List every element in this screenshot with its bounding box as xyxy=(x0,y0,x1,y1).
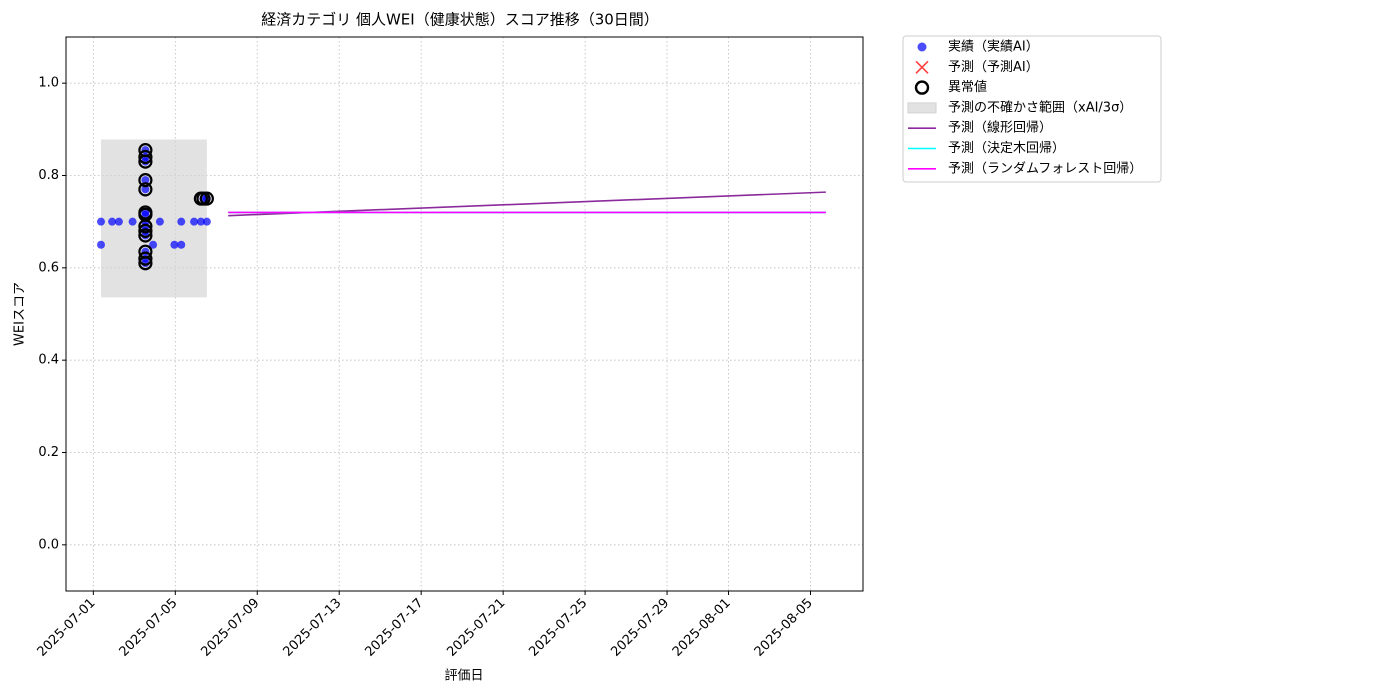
legend-label: 予測（ランダムフォレスト回帰） xyxy=(948,160,1142,176)
actual-point xyxy=(141,185,150,194)
x-tick-label: 2025-07-17 xyxy=(362,596,426,660)
outlier-ring xyxy=(138,228,153,243)
chart-title: 経済カテゴリ 個人WEI（健康状態）スコア推移（30日間） xyxy=(261,11,659,29)
actual-point xyxy=(196,217,205,226)
outlier-ring xyxy=(138,182,153,197)
legend-label: 異常値 xyxy=(948,79,987,95)
actual-point xyxy=(141,208,150,217)
outlier-ring xyxy=(138,244,153,259)
actual-point xyxy=(177,240,186,249)
outlier-ring xyxy=(138,205,153,220)
legend-label: 予測（決定木回帰） xyxy=(948,140,1065,156)
outlier-ring xyxy=(199,191,214,206)
actual-point xyxy=(141,176,150,185)
x-axis-label: 評価日 xyxy=(444,669,483,684)
y-tick-label: 0.8 xyxy=(38,168,59,183)
x-tick-label: 2025-08-01 xyxy=(670,596,734,660)
x-tick-label: 2025-07-13 xyxy=(280,596,344,660)
actual-point xyxy=(202,217,211,226)
legend-marker xyxy=(917,42,927,52)
outlier-ring xyxy=(138,149,153,165)
y-tick-label: 0.2 xyxy=(38,445,59,460)
actual-point xyxy=(177,217,186,226)
actual-point xyxy=(108,217,117,226)
legend-marker xyxy=(914,80,930,95)
x-tick-label: 2025-07-25 xyxy=(526,596,590,660)
x-tick-label: 2025-07-29 xyxy=(608,596,672,660)
outlier-ring xyxy=(138,223,153,238)
legend-label: 予測（線形回帰） xyxy=(948,120,1052,136)
actual-point xyxy=(155,217,164,226)
actual-point xyxy=(128,217,137,226)
outlier-ring xyxy=(138,143,153,158)
actual-point xyxy=(97,217,106,226)
actual-point xyxy=(170,240,179,249)
legend-marker xyxy=(907,102,937,114)
x-tick-label: 2025-07-09 xyxy=(199,596,263,660)
actual-point xyxy=(114,217,123,226)
x-tick-label: 2025-08-05 xyxy=(752,596,816,660)
actual-point xyxy=(97,240,106,249)
y-axis-label: WEIスコア xyxy=(13,282,28,346)
y-tick-label: 1.0 xyxy=(38,76,59,91)
actual-point xyxy=(149,240,158,249)
y-tick-label: 0.6 xyxy=(38,260,59,275)
x-tick-label: 2025-07-01 xyxy=(35,596,99,660)
legend-marker xyxy=(915,60,929,74)
legend-label: 予測の不確かさ範囲（xAI/3σ） xyxy=(948,99,1132,115)
x-tick-label: 2025-07-21 xyxy=(444,596,508,660)
actual-point xyxy=(190,217,199,226)
y-tick-label: 0.0 xyxy=(38,537,59,552)
plot-frame xyxy=(65,36,864,592)
legend-box xyxy=(902,35,1162,183)
legend-label: 予測（予測AI） xyxy=(948,60,1039,75)
y-tick-label: 0.4 xyxy=(38,353,59,368)
uncertainty-band xyxy=(101,139,207,298)
outlier-ring xyxy=(138,251,153,266)
x-tick-label: 2025-07-05 xyxy=(117,596,181,660)
outlier-ring xyxy=(138,173,153,188)
legend-label: 実績（実績AI） xyxy=(948,39,1039,55)
